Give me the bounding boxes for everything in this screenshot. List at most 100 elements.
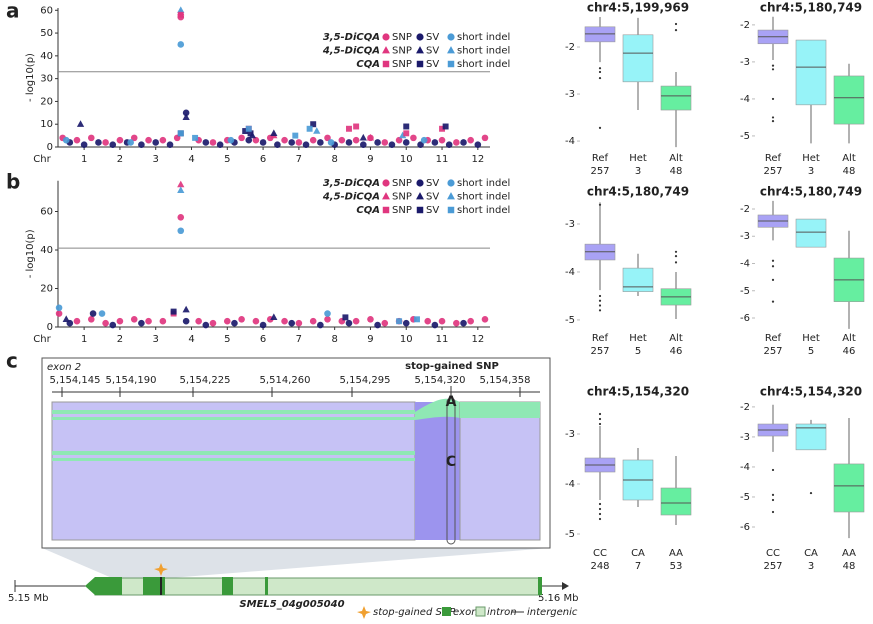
y-tick-label: -3: [740, 231, 750, 242]
point: [388, 141, 396, 149]
position-label: 5,154,190: [106, 375, 157, 386]
point: [177, 180, 185, 188]
box: [622, 34, 654, 83]
point: [274, 141, 281, 149]
x-tick-label: 8: [331, 334, 337, 345]
outlier: [598, 126, 602, 130]
legend-label: short indel: [457, 205, 510, 216]
point: [467, 317, 474, 325]
legend-marker: [416, 46, 424, 54]
outlier: [598, 67, 602, 70]
point: [374, 321, 381, 329]
point: [399, 131, 407, 139]
legend-label: short indel: [457, 192, 510, 203]
x-axis-label: Chr: [33, 334, 51, 345]
y-tick-label: 10: [40, 119, 53, 130]
y-tick-label: -4: [565, 479, 575, 490]
count-label: 46: [843, 346, 856, 357]
legend-marker: [447, 60, 455, 68]
outlier: [598, 502, 602, 506]
y-tick-label: -4: [740, 259, 750, 270]
position-label: 5,154,145: [50, 375, 101, 386]
point: [202, 139, 210, 146]
point: [445, 141, 453, 149]
legend-label: SNP: [392, 59, 412, 70]
read-block: [51, 401, 416, 541]
point: [438, 317, 446, 325]
y-tick-label: 50: [40, 28, 53, 39]
x-tick-label: Alt: [669, 153, 683, 164]
box: [622, 267, 654, 292]
exon: [538, 577, 542, 595]
legend-label: SV: [426, 46, 439, 57]
x-tick-label: Alt: [842, 153, 856, 164]
point: [292, 132, 299, 139]
point: [209, 319, 217, 327]
y-tick-label: -3: [565, 89, 575, 100]
point: [481, 134, 489, 142]
point: [73, 136, 81, 144]
legend-row-label: 3,5-DiCQA: [323, 32, 380, 43]
x-tick-label: 12: [471, 154, 484, 165]
box: [660, 85, 692, 111]
x-tick-label: 7: [296, 154, 302, 165]
outlier: [771, 468, 775, 472]
read-stripe: [52, 417, 415, 420]
y-tick-label: -5: [740, 492, 750, 503]
point: [442, 123, 449, 130]
count-label: 257: [590, 346, 609, 357]
arrow-head: [562, 582, 569, 590]
legend-label: SNP: [392, 46, 412, 57]
allele-label: C: [446, 454, 456, 470]
point: [366, 133, 375, 141]
legend-marker: [382, 60, 390, 68]
point: [87, 134, 95, 142]
x-tick-label: Ref: [765, 153, 782, 164]
y-tick-label: -6: [740, 313, 750, 324]
count-label: 257: [763, 561, 782, 572]
point: [270, 129, 278, 136]
outlier: [598, 512, 602, 516]
point: [177, 186, 185, 193]
point: [145, 317, 152, 325]
box: [795, 218, 827, 248]
point: [324, 316, 331, 323]
legend-marker: [447, 206, 455, 214]
point: [439, 125, 446, 132]
position-label: 5,514,260: [260, 375, 311, 386]
point: [402, 139, 410, 146]
legend-marker: [447, 179, 455, 187]
outlier: [598, 203, 602, 206]
point: [116, 317, 124, 325]
point: [414, 316, 420, 323]
point: [309, 317, 317, 325]
box: [795, 39, 827, 106]
point: [374, 139, 381, 146]
x-tick-label: CC: [593, 548, 607, 559]
outlier: [771, 97, 775, 101]
point: [324, 134, 331, 142]
allele-flow: [415, 402, 460, 540]
x-tick-label: 10: [400, 334, 413, 345]
chart-title: chr4:5,180,749: [760, 185, 862, 199]
point: [138, 319, 145, 327]
legend-label: stop-gained SNP: [373, 607, 456, 618]
outlier: [598, 294, 602, 298]
x-tick-label: Het: [629, 333, 647, 344]
point: [182, 109, 190, 117]
count-label: 5: [635, 346, 641, 357]
count-label: 48: [670, 166, 683, 177]
legend-label: SV: [426, 178, 439, 189]
point: [76, 120, 85, 127]
x-tick-label: Ref: [592, 333, 609, 344]
panel-label: c: [6, 349, 18, 373]
legend-marker: [416, 33, 424, 41]
point: [55, 310, 63, 317]
outlier: [771, 493, 775, 496]
chart-title: chr4:5,199,969: [587, 1, 689, 15]
legend-label: exon: [453, 607, 478, 618]
point: [317, 139, 324, 146]
point: [295, 139, 303, 146]
legend-label: SV: [426, 32, 439, 43]
